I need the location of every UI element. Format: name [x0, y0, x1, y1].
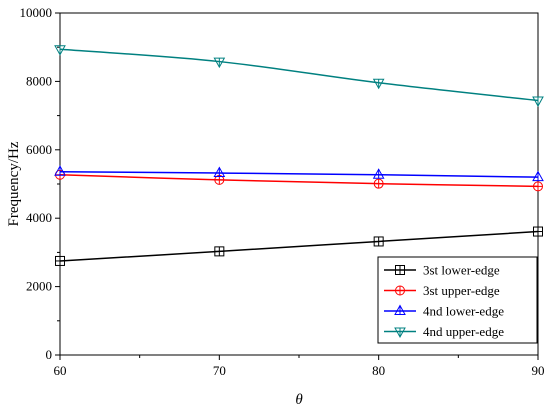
series-line — [59, 174, 539, 188]
data-point-marker — [532, 96, 544, 108]
legend-item: 4nd lower-edge — [384, 304, 504, 319]
y-tick-label: 8000 — [26, 73, 52, 88]
x-axis-title: θ — [295, 392, 303, 408]
data-point-marker — [533, 181, 543, 192]
series-3 — [54, 45, 544, 108]
x-axis-ticks: 60 70 80 90 — [54, 355, 545, 378]
y-tick-label: 6000 — [26, 142, 52, 157]
data-point-marker — [214, 246, 225, 257]
x-tick-label: 60 — [54, 363, 67, 378]
series-line — [59, 170, 539, 178]
legend-item: 3st upper-edge — [384, 283, 500, 298]
legend-item: 4nd upper-edge — [384, 324, 504, 339]
data-point-marker — [54, 45, 66, 56]
series-0 — [55, 226, 543, 266]
legend-label: 3st upper-edge — [423, 283, 500, 298]
legend-label: 3st lower-edge — [423, 263, 500, 278]
y-axis-title: Frequency/Hz — [6, 141, 22, 226]
legend-label: 4nd lower-edge — [423, 304, 504, 319]
legend-marker — [395, 265, 405, 275]
data-point-marker — [533, 226, 543, 237]
x-tick-label: 80 — [372, 363, 385, 378]
legend-marker — [394, 304, 406, 315]
x-tick-label: 90 — [532, 363, 545, 378]
series-2 — [54, 165, 544, 182]
legend: 3st lower-edge 3st upper-edge 4nd lower-ed… — [377, 256, 538, 344]
legend-marker — [395, 285, 405, 296]
y-tick-label: 0 — [46, 347, 53, 362]
data-point-marker — [372, 78, 385, 90]
data-point-marker — [213, 57, 226, 69]
data-point-marker — [373, 236, 384, 247]
data-point-marker — [373, 178, 384, 189]
data-point-marker — [55, 255, 65, 266]
x-tick-label: 70 — [213, 363, 226, 378]
data-point-marker — [213, 166, 226, 178]
data-point-marker — [54, 165, 66, 176]
legend-marker — [394, 327, 406, 339]
series-line — [59, 48, 539, 102]
y-tick-label: 4000 — [26, 210, 52, 225]
y-tick-label: 2000 — [26, 279, 52, 294]
legend-label: 4nd upper-edge — [423, 324, 504, 339]
series-line — [59, 230, 539, 262]
series-layer — [54, 45, 544, 266]
y-tick-label: 10000 — [20, 5, 53, 20]
plot-area: 0 2000 4000 6000 8000 10000 60 70 80 90 — [20, 5, 545, 378]
data-point-marker — [532, 170, 544, 182]
legend-item: 3st lower-edge — [384, 263, 500, 278]
y-axis-ticks: 0 2000 4000 6000 8000 10000 — [20, 5, 60, 362]
data-point-marker — [372, 168, 385, 179]
